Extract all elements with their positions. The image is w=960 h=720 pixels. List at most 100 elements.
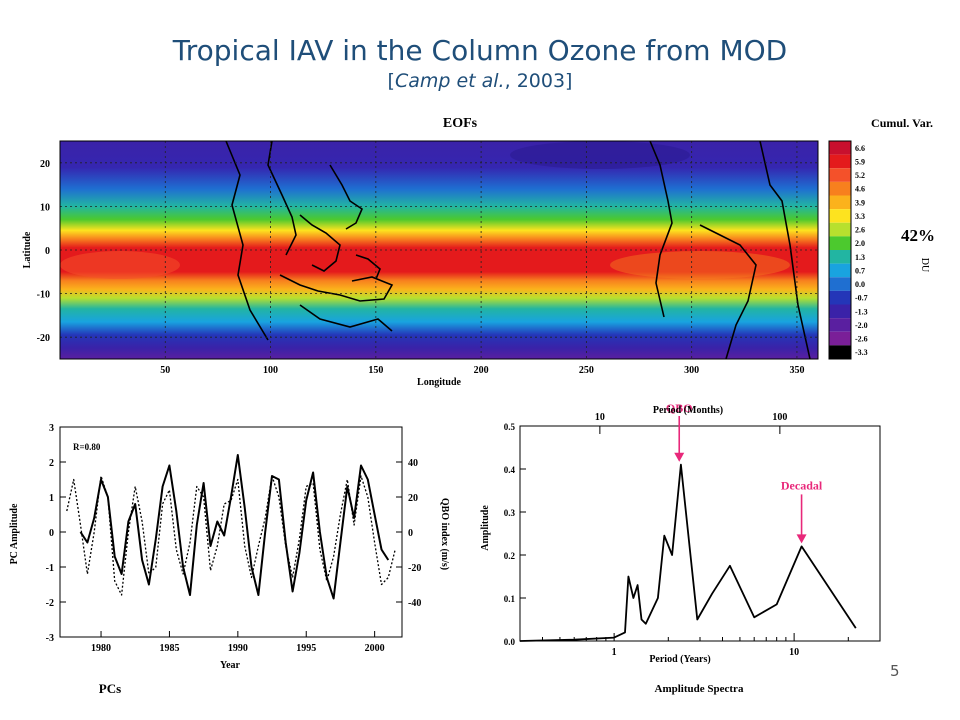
asia-coast — [329, 164, 363, 230]
colorbar-label: -1.3 — [855, 307, 868, 316]
colorbar-label: 2.6 — [855, 226, 865, 235]
spectra-ylabel: Amplitude — [480, 505, 491, 551]
colorbar-label: 2.0 — [855, 239, 865, 248]
colorbar-frame — [828, 140, 852, 360]
colorbar-swatch — [829, 236, 851, 250]
colorbar-axis-label: DU — [919, 258, 930, 273]
colorbar-label: -2.6 — [855, 335, 868, 344]
colorbar-label: 3.9 — [855, 198, 865, 207]
pc-ylabel: PC Amplitude — [9, 503, 20, 564]
eof-frame — [59, 140, 819, 360]
subtitle-italic: Camp et al. — [394, 70, 505, 92]
pc-ytick-right-label: 20 — [408, 493, 418, 504]
spectra-frame — [519, 425, 881, 642]
eof-patch — [60, 251, 180, 279]
pc-xtick-label: 1995 — [296, 643, 316, 654]
pc-ytick-right-label: -20 — [408, 563, 421, 574]
pc-xtick-label: 1985 — [159, 643, 179, 654]
spectra-marks: 1 10 10 100 0.0 0.1 0.2 0.3 0.4 0.5 QBO Decadal — [504, 401, 881, 658]
pc-ytick-label: 3 — [49, 423, 54, 434]
pc-xlabel: Year — [220, 660, 241, 671]
spectra-x2tick-label: 100 — [772, 412, 787, 423]
eof-xtick-label: 50 — [160, 365, 170, 376]
colorbar-swatch — [829, 304, 851, 319]
qbo-annotation: QBO — [666, 401, 693, 415]
pc-ylabel-right: QBO index (m/s) — [439, 498, 450, 570]
colorbar-swatch — [829, 250, 851, 264]
java-coast — [279, 274, 394, 302]
colorbar-swatch — [829, 345, 851, 359]
colorbar-label: -0.7 — [855, 294, 868, 303]
colorbar-swatch — [829, 277, 851, 291]
africa-coast — [225, 140, 269, 341]
indonesia-coast — [299, 214, 341, 272]
spectra-ytick-label: 0.5 — [504, 422, 516, 432]
colorbar-label: 1.3 — [855, 253, 865, 262]
pc-ytick-label: 0 — [49, 528, 54, 539]
colorbar-swatch — [829, 195, 851, 210]
spectra-x2label: Period (Months) — [653, 405, 723, 416]
page-number: 5 — [890, 662, 900, 680]
colorbar-label: -2.0 — [855, 321, 868, 330]
spectra-chart: 1 10 10 100 0.0 0.1 0.2 0.3 0.4 0.5 QBO Decadal Per… — [480, 401, 881, 695]
colorbar-label: -3.3 — [855, 348, 868, 357]
qbo-series-line — [66, 475, 396, 596]
eof-patch — [610, 251, 790, 279]
eof-xlabel: Longitude — [417, 377, 461, 388]
pc-ytick-label: 2 — [49, 458, 54, 469]
pc-xtick-label: 2000 — [365, 643, 385, 654]
eof-ytick-label: -10 — [37, 290, 50, 301]
eof-xtick-label: 100 — [263, 365, 278, 376]
slide-subtitle: [Camp et al., 2003] — [0, 70, 960, 92]
colorbar-swatch — [829, 168, 851, 182]
spectra-ytick-label: 0.1 — [504, 594, 516, 604]
subtitle-open: [ — [387, 70, 395, 92]
spectra-ytick-label: 0.4 — [504, 465, 516, 475]
south-america-coast — [699, 224, 757, 360]
colorbar-swatch — [829, 181, 851, 196]
slide-title: Tropical IAV in the Column Ozone from MO… — [172, 34, 788, 67]
pc-xtick-label: 1990 — [228, 643, 248, 654]
coastlines — [225, 140, 811, 360]
annotation-arrow-head — [796, 534, 807, 544]
pc-ytick-right-label: -40 — [408, 598, 421, 609]
colorbar-swatch — [829, 209, 851, 223]
spectra-title: Amplitude Spectra — [655, 683, 744, 695]
pc-xtick-label: 1980 — [91, 643, 111, 654]
spectra-ytick-label: 0.3 — [504, 508, 516, 518]
eof-xtick-label: 300 — [684, 365, 699, 376]
spectra-x2tick-label: 10 — [595, 412, 605, 423]
pc-ytick-label: 1 — [49, 493, 54, 504]
pc-chart: 1980 1985 1990 1995 2000 -3 -2 -1 0 1 2 3 -40 -20 0 20 4… — [9, 423, 450, 696]
central-america-coast — [649, 140, 673, 318]
colorbar-swatch — [829, 290, 851, 305]
eof-plot-area — [60, 140, 818, 360]
subtitle-rest: , 2003] — [504, 70, 573, 92]
spectra-xtick-label: 1 — [612, 647, 617, 658]
colorbar-swatch — [829, 331, 851, 346]
colorbar-label: 0.7 — [855, 266, 865, 275]
colorbar-swatch — [829, 318, 851, 332]
pc-ytick-right-label: 0 — [408, 528, 413, 539]
eof-ytick-label: 10 — [40, 202, 50, 213]
pc-ytick-right-label: 40 — [408, 458, 418, 469]
eof-axes: 50 100 150 200 250 300 350 -20 -10 0 10 20 — [37, 159, 805, 376]
eof-xtick-label: 250 — [579, 365, 594, 376]
colorbar-swatch — [829, 263, 851, 278]
colorbar-label: 0.0 — [855, 280, 865, 289]
eof-xtick-label: 150 — [368, 365, 383, 376]
africa-east-coast — [759, 140, 811, 360]
eof-patch — [510, 141, 690, 169]
pc-ytick-label: -1 — [46, 563, 54, 574]
colorbar-label: 5.9 — [855, 157, 865, 166]
spectra-xlabel: Period (Years) — [649, 654, 710, 665]
colorbar-label: 4.6 — [855, 185, 865, 194]
pc-ytick-label: -2 — [46, 598, 54, 609]
spectra-line — [519, 463, 857, 642]
colorbar-title: Cumul. Var. — [871, 116, 933, 130]
colorbar: 6.6 5.9 5.2 4.6 3.9 3.3 2.6 2.0 1.3 0.7 0.0 -0.7 -1.… — [828, 140, 868, 360]
eof-ytick-label: -20 — [37, 333, 50, 344]
colorbar-swatch — [829, 141, 851, 155]
colorbar-label: 6.6 — [855, 144, 865, 153]
eof-field — [60, 141, 818, 359]
